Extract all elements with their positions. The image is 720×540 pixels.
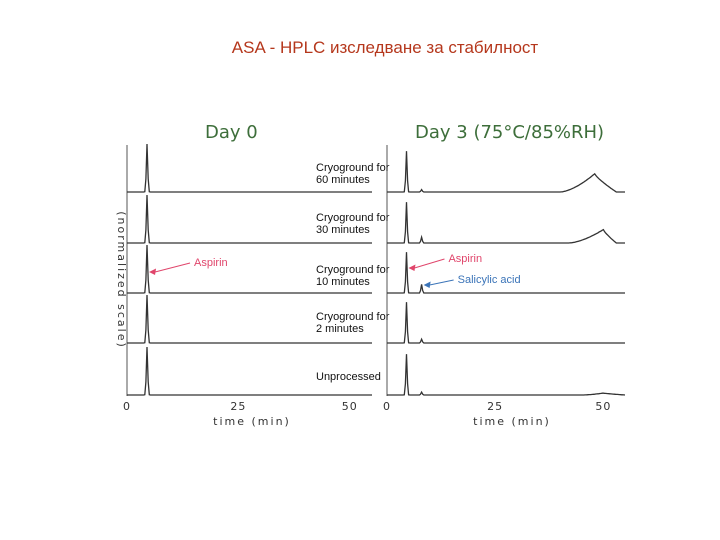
trace-label-1: Cryoground for 30 minutes bbox=[316, 212, 390, 236]
y-axis-label: (normalized scale) bbox=[115, 211, 128, 349]
panel-0-annotation-label-0: Aspirin bbox=[194, 257, 228, 269]
panel-0-trace-1 bbox=[127, 194, 372, 244]
panel-0-trace-0 bbox=[127, 143, 372, 193]
x-axis-label-left: time (min) bbox=[213, 415, 291, 428]
panel-1-annotation-arrow-1 bbox=[429, 279, 454, 286]
panel-1-trace-3 bbox=[387, 302, 625, 344]
trace-label-3: Cryoground for 2 minutes bbox=[316, 311, 390, 335]
panel-1-annotation-label-1: Salicylic acid bbox=[458, 274, 521, 286]
panel-0-trace-4 bbox=[127, 346, 372, 396]
panel-0-annotation-arrow-0 bbox=[154, 262, 191, 273]
panel-0-x-tick-1: 25 bbox=[230, 400, 246, 413]
trace-label-4: Unprocessed bbox=[316, 371, 381, 383]
panel-1-annotation-arrow-0 bbox=[414, 258, 445, 269]
panel-1-x-tick-1: 25 bbox=[487, 400, 503, 413]
panel-1-trace-4 bbox=[387, 354, 626, 396]
panel-1-annotation-label-0: Aspirin bbox=[448, 253, 482, 265]
trace-label-0: Cryoground for 60 minutes bbox=[316, 162, 390, 186]
panel-1-x-tick-0: 0 bbox=[383, 400, 391, 413]
trace-label-2: Cryoground for 10 minutes bbox=[316, 264, 390, 288]
panel-0-x-tick-0: 0 bbox=[123, 400, 131, 413]
panel-title-day-3: Day 3 (75°C/85%RH) bbox=[415, 122, 604, 143]
panel-0-trace-2 bbox=[127, 244, 372, 294]
panel-1-annotation-arrowhead-0 bbox=[408, 264, 416, 271]
panel-0-trace-3 bbox=[127, 294, 372, 344]
panel-1-trace-0 bbox=[387, 151, 625, 193]
panel-1-x-tick-2: 50 bbox=[595, 400, 611, 413]
slide-title: ASA - HPLC изследване за стабилност bbox=[231, 38, 539, 57]
x-axis-label-right: time (min) bbox=[473, 415, 551, 428]
panel-0-annotation-arrowhead-0 bbox=[149, 268, 157, 275]
panel-1-annotation-arrowhead-1 bbox=[423, 281, 431, 288]
panel-1-trace-1 bbox=[387, 202, 625, 244]
panel-title-day-0: Day 0 bbox=[205, 122, 258, 143]
panel-0-x-tick-2: 50 bbox=[342, 400, 358, 413]
panel-1-trace-2 bbox=[387, 252, 625, 294]
